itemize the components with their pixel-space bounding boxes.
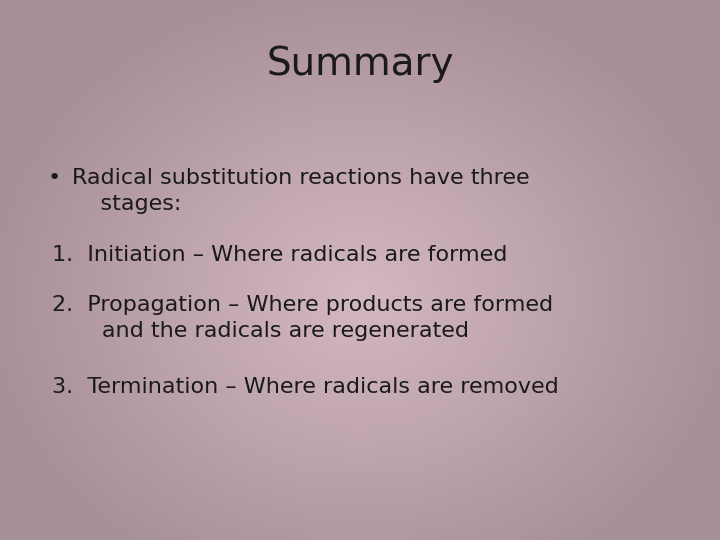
Text: Radical substitution reactions have three
    stages:: Radical substitution reactions have thre… (72, 168, 530, 214)
Text: 3.  Termination – Where radicals are removed: 3. Termination – Where radicals are remo… (52, 377, 559, 397)
Text: Summary: Summary (266, 45, 454, 83)
Text: •: • (48, 168, 61, 188)
Text: 1.  Initiation – Where radicals are formed: 1. Initiation – Where radicals are forme… (52, 245, 508, 265)
Text: 2.  Propagation – Where products are formed
       and the radicals are regenera: 2. Propagation – Where products are form… (52, 295, 553, 341)
